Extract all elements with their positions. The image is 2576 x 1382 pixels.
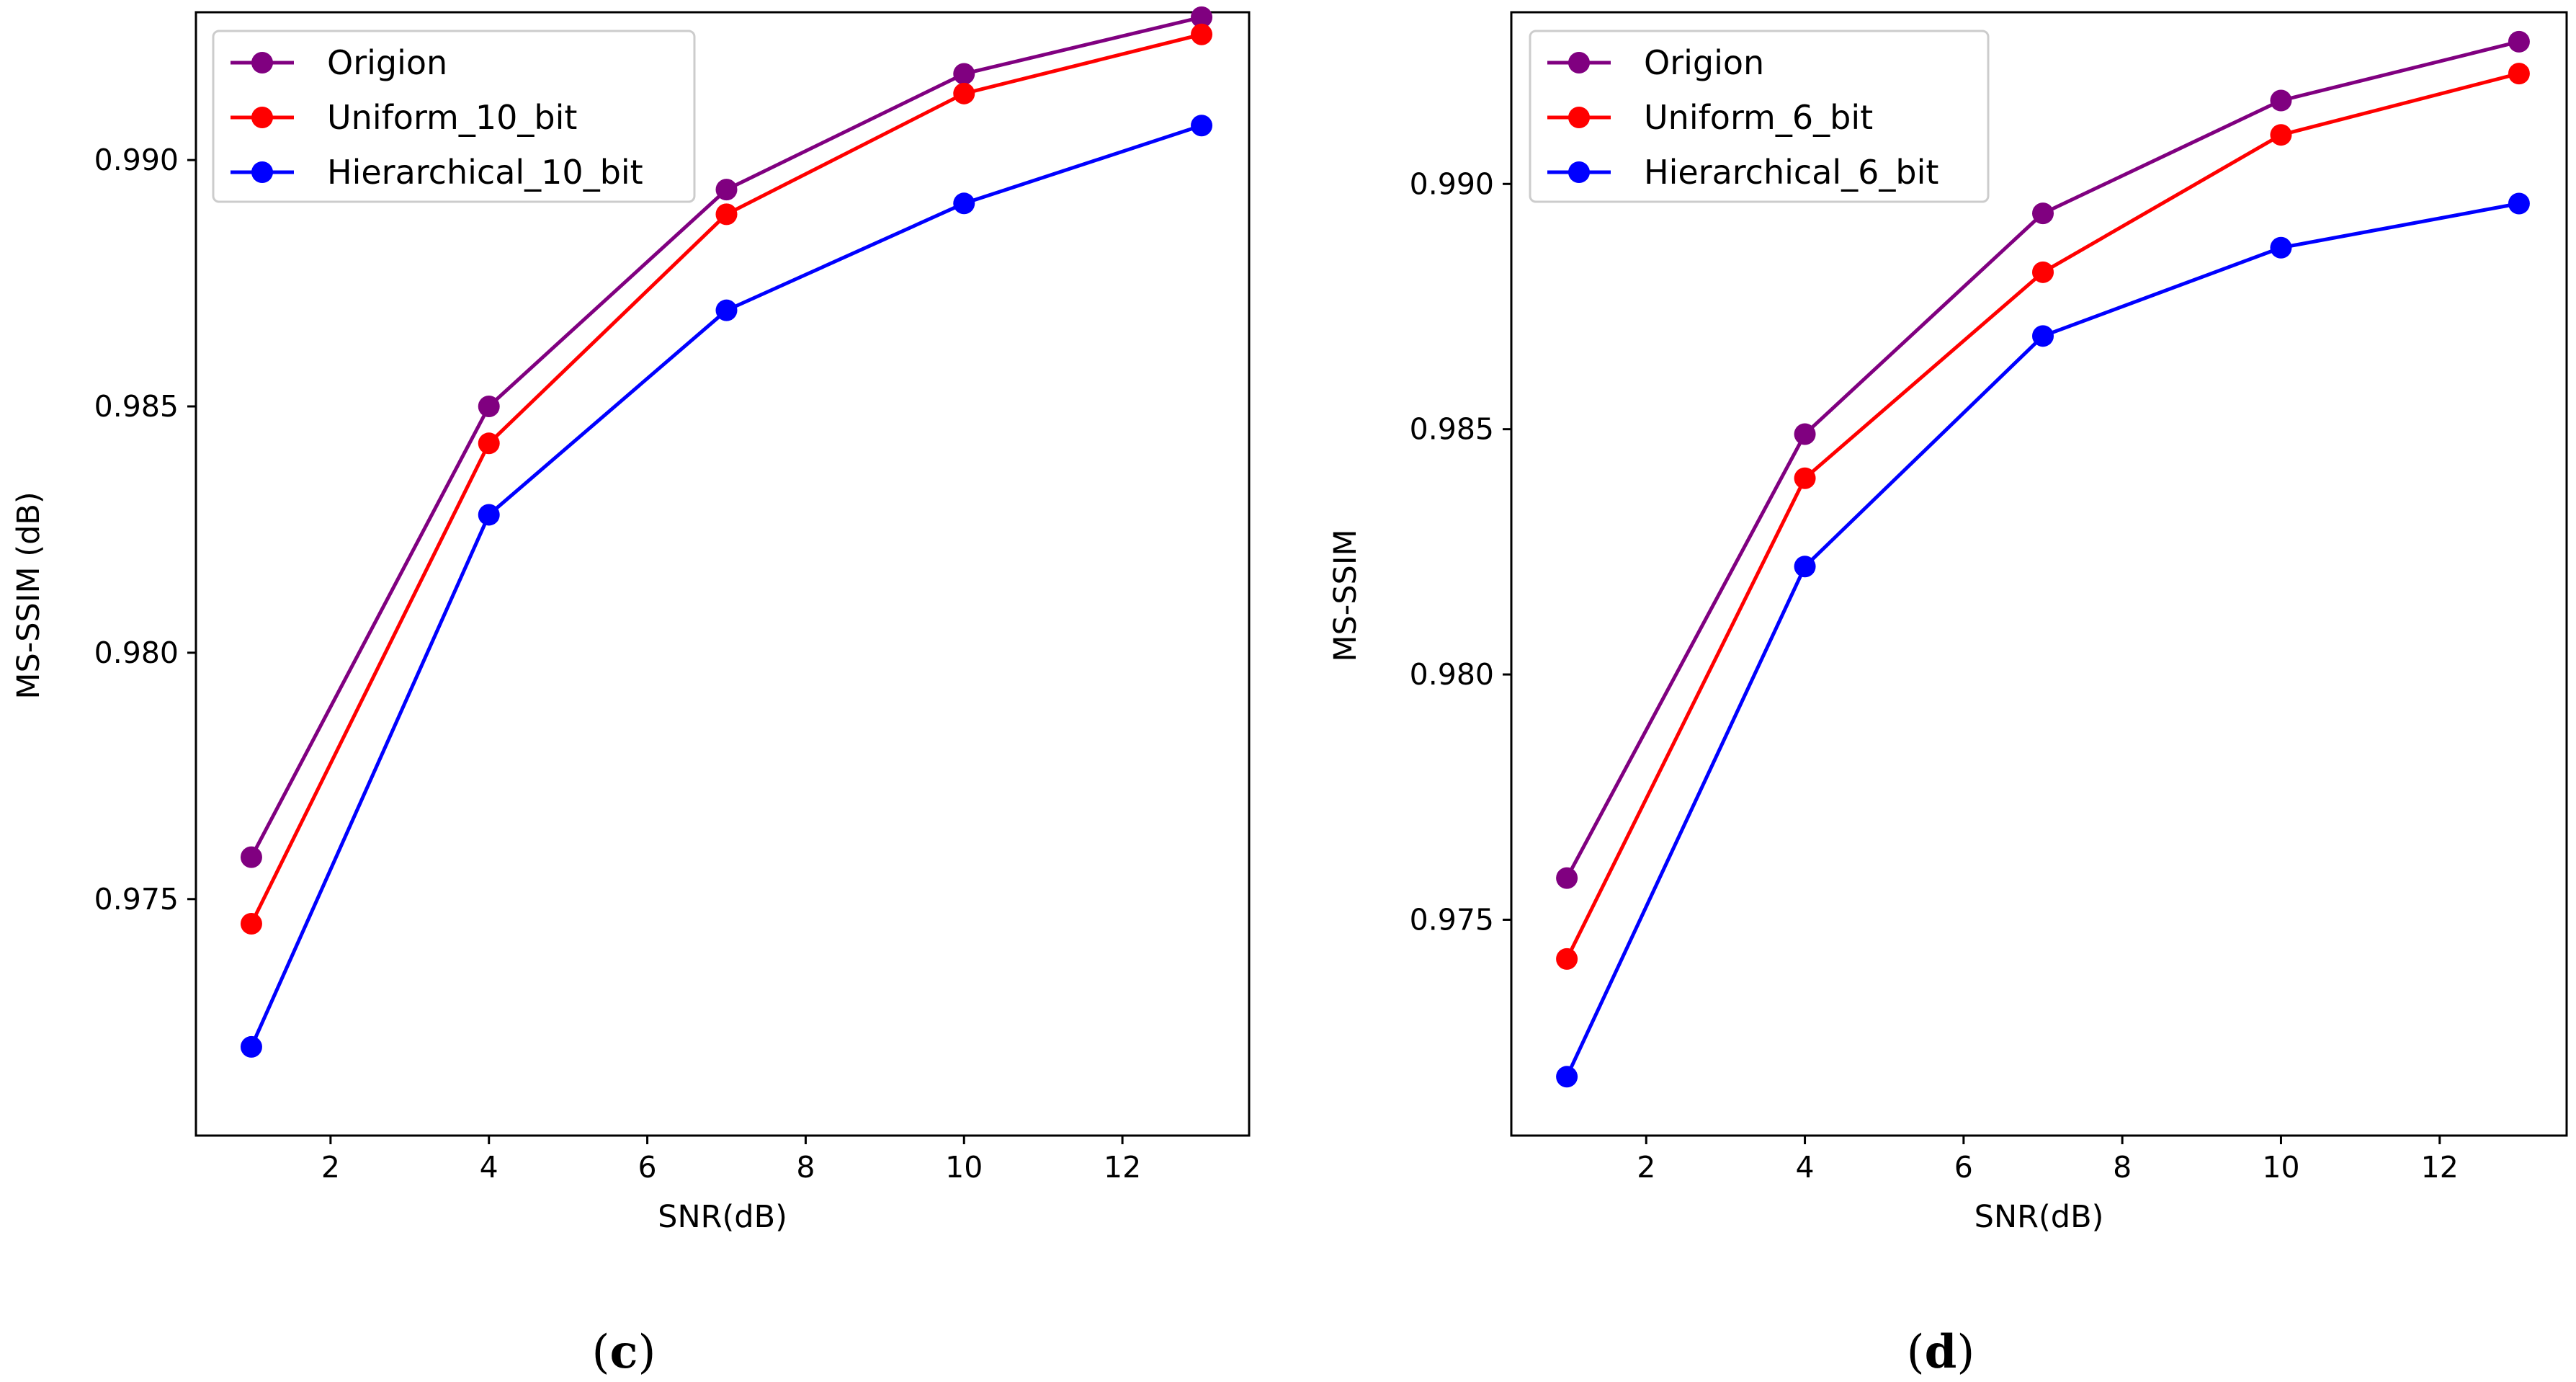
legend: Origion Uniform_10_bit Hierarchical_10_bit [212, 30, 696, 203]
y-tick-label: 0.990 [94, 143, 179, 177]
legend-box [212, 30, 696, 203]
legend-label: Uniform_10_bit [327, 98, 577, 137]
data-point [715, 179, 738, 201]
series-Hierarchical_10_bit [240, 115, 1213, 1058]
legend-box [1529, 30, 1990, 203]
y-tick-label: 0.975 [94, 882, 179, 917]
series-Hierarchical_6_bit [1556, 192, 2530, 1088]
data-point [953, 82, 975, 104]
data-point [478, 504, 500, 526]
x-tick-label: 6 [1954, 1150, 1973, 1185]
x-tick-label: 2 [1637, 1150, 1655, 1185]
series-Uniform_10_bit [240, 23, 1213, 935]
y-tick-label: 0.985 [1410, 412, 1494, 447]
x-tick-label: 2 [321, 1150, 340, 1185]
y-tick-label: 0.975 [1410, 902, 1494, 937]
series-Uniform_6_bit [1556, 63, 2530, 970]
x-tick-label: 10 [2262, 1150, 2299, 1185]
plot-frame [1510, 11, 2568, 1137]
legend-item: Origion [231, 43, 447, 82]
data-point [2508, 30, 2530, 53]
legend-marker [251, 52, 273, 73]
data-point [1191, 6, 1213, 28]
data-point [1794, 556, 1816, 578]
chart-panel-c: 2 4 6 8 10 12 0.975 0.980 0.985 0.990 SNR(dB) MS-SS… [11, 6, 1251, 1379]
data-point [2508, 63, 2530, 85]
legend-label: Origion [1644, 43, 1764, 82]
panel-caption: (c) [592, 1325, 656, 1379]
data-point [2270, 236, 2292, 259]
x-axis-label: SNR(dB) [1975, 1199, 2104, 1235]
data-point [1794, 467, 1816, 489]
data-point [715, 299, 738, 321]
series-Origion [240, 6, 1213, 868]
legend-marker [251, 161, 273, 183]
y-tick-label: 0.980 [94, 636, 179, 670]
legend-marker [1568, 161, 1590, 183]
data-point [715, 203, 738, 226]
data-point [1794, 423, 1816, 445]
legend-item: Hierarchical_10_bit [231, 153, 643, 192]
legend-label: Hierarchical_6_bit [1644, 153, 1938, 192]
x-tick-label: 8 [796, 1150, 815, 1185]
data-point [2270, 124, 2292, 146]
data-point [2032, 261, 2054, 283]
x-tick-label: 8 [2113, 1150, 2132, 1185]
legend-label: Uniform_6_bit [1644, 98, 1873, 137]
y-tick-label: 0.990 [1410, 166, 1494, 201]
panel-caption: (d) [1907, 1325, 1975, 1379]
data-point [2032, 325, 2054, 347]
x-tick-label: 4 [480, 1150, 498, 1185]
x-tick-label: 4 [1796, 1150, 1815, 1185]
legend-item: Hierarchical_6_bit [1547, 153, 1938, 192]
x-tick-label: 10 [945, 1150, 983, 1185]
data-point [240, 1035, 262, 1058]
data-point [1191, 115, 1213, 137]
data-point [2270, 89, 2292, 112]
data-point [1556, 867, 1578, 889]
data-point [478, 432, 500, 455]
data-point [478, 396, 500, 418]
x-tick-label: 12 [2421, 1150, 2459, 1185]
legend-item: Uniform_10_bit [231, 98, 577, 137]
legend-label: Hierarchical_10_bit [327, 153, 643, 192]
legend-item: Uniform_6_bit [1547, 98, 1873, 137]
x-axis-label: SNR(dB) [658, 1199, 787, 1235]
y-axis-label: MS-SSIM (dB) [11, 491, 47, 699]
y-axis-label: MS-SSIM [1328, 529, 1364, 661]
y-tick-label: 0.985 [94, 389, 179, 424]
data-point [1556, 1066, 1578, 1088]
data-point [2032, 202, 2054, 225]
data-point [953, 192, 975, 215]
legend-marker [251, 107, 273, 128]
data-point [1556, 948, 1578, 970]
legend-item: Origion [1547, 43, 1764, 82]
x-tick-label: 12 [1104, 1150, 1141, 1185]
legend: Origion Uniform_6_bit Hierarchical_6_bit [1529, 30, 1990, 203]
legend-marker [1568, 52, 1590, 73]
data-point [1191, 23, 1213, 45]
data-point [2508, 192, 2530, 215]
data-point [953, 63, 975, 85]
x-tick-label: 6 [638, 1150, 657, 1185]
plot-frame [194, 11, 1251, 1137]
legend-label: Origion [327, 43, 447, 82]
legend-marker [1568, 107, 1590, 128]
data-point [240, 912, 262, 935]
chart-panel-d: 2 4 6 8 10 12 0.975 0.980 0.985 0.990 SNR(dB) MS-SS… [1328, 11, 2568, 1379]
y-tick-label: 0.980 [1410, 657, 1494, 692]
series-Origion [1556, 30, 2530, 889]
data-point [240, 846, 262, 868]
